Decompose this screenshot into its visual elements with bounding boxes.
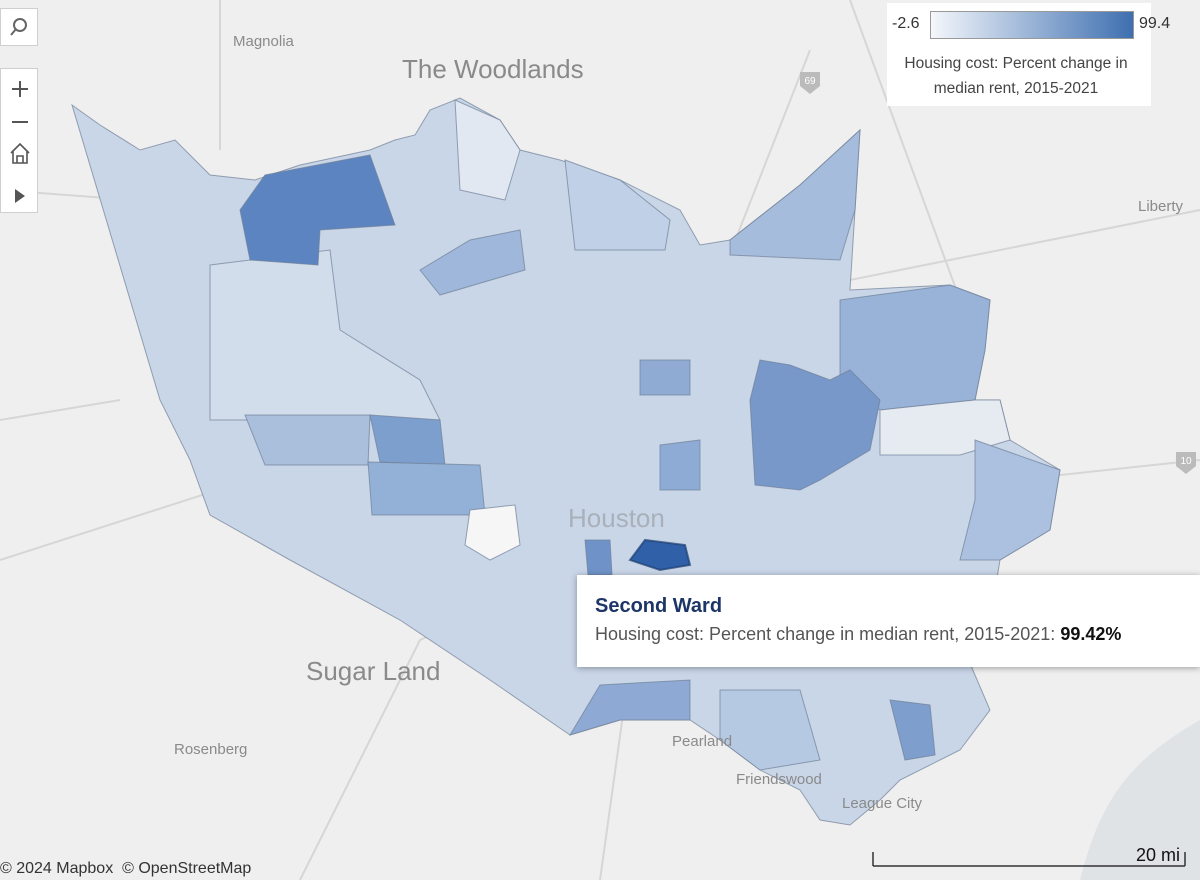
region [659, 439, 701, 491]
region [419, 229, 526, 296]
attribution-link[interactable]: © OpenStreetMap [122, 860, 252, 877]
place-label: Houston [568, 503, 665, 533]
attribution: © 2024 Mapbox © OpenStreetMap [0, 860, 251, 878]
region [369, 414, 446, 466]
region [719, 689, 821, 771]
region [639, 359, 691, 396]
region [889, 699, 936, 761]
legend-gradient [930, 11, 1134, 39]
legend-title: Housing cost: Percent change in median r… [904, 55, 1128, 97]
play[interactable] [15, 189, 25, 203]
shield [1176, 452, 1196, 474]
zoom-controls [0, 68, 38, 213]
shield-label: 69 [804, 76, 816, 87]
highlighted-region[interactable] [628, 538, 692, 572]
scale-label: 20 mi [1136, 845, 1181, 865]
place-label: Liberty [1138, 198, 1184, 215]
legend-min: -2.6 [892, 15, 920, 32]
tooltip-label: Housing cost: Percent change in median r… [595, 624, 1056, 644]
tooltip-line: Housing cost: Percent change in median r… [595, 624, 1182, 645]
bay-water [1080, 720, 1200, 880]
region [454, 99, 521, 201]
scale-bar [872, 852, 1186, 867]
legend: -2.6 99.4 Housing cost: Percent change i… [887, 3, 1170, 106]
legend-max: 99.4 [1139, 15, 1171, 32]
region [729, 128, 861, 261]
place-label: League City [842, 795, 923, 812]
region [584, 539, 613, 576]
tooltip-title: Second Ward [595, 595, 723, 617]
place-label: Rosenberg [174, 741, 247, 758]
home[interactable] [10, 142, 30, 164]
tooltip-value: 99.42% [1060, 624, 1122, 644]
region [367, 461, 486, 516]
place-label: The Woodlands [402, 54, 584, 84]
region [564, 159, 671, 251]
tooltip: Second Ward Housing cost: Percent change… [577, 575, 1200, 667]
shield-label: 10 [1180, 456, 1192, 467]
place-label: Pearland [672, 733, 732, 750]
shield [800, 72, 820, 94]
region [749, 359, 881, 491]
zoom-icons [10, 81, 30, 203]
place-label: Sugar Land [306, 656, 440, 686]
region [568, 679, 691, 736]
region [464, 504, 521, 561]
search-button[interactable] [0, 8, 38, 46]
attribution-link[interactable]: © 2024 Mapbox [0, 860, 114, 877]
place-label: Magnolia [233, 33, 295, 50]
search-icon [10, 18, 27, 36]
region [959, 439, 1061, 561]
place-label: Friendswood [736, 771, 822, 788]
zoom-in[interactable] [12, 81, 28, 97]
region [244, 414, 371, 466]
region [239, 154, 396, 266]
highway-shields: 69 10 [800, 72, 1196, 474]
